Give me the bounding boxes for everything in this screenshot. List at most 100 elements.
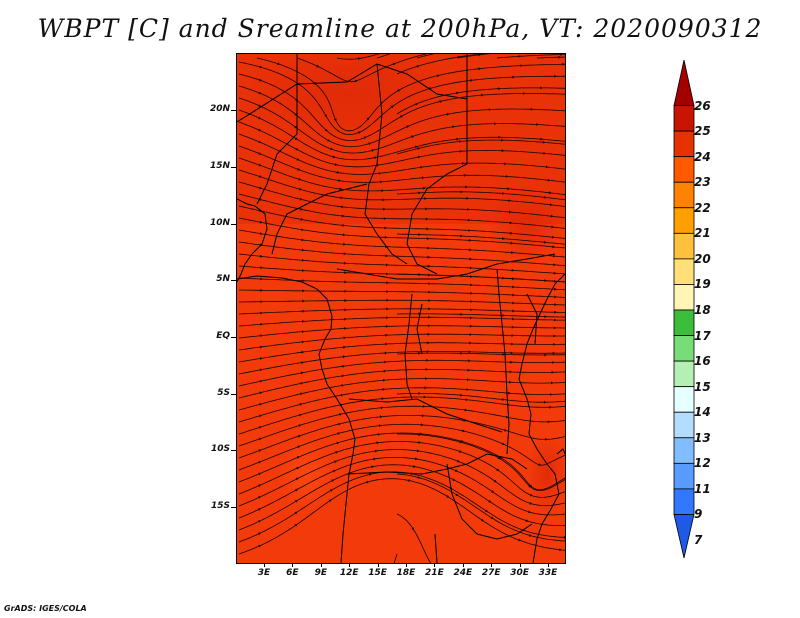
streamline-arrow <box>454 469 458 472</box>
streamline-arrow <box>377 433 381 436</box>
border-drc-east <box>496 268 510 455</box>
streamline-arrow <box>386 281 389 285</box>
streamline-arrow <box>452 125 455 129</box>
streamline-arrow <box>469 257 473 261</box>
streamline-arrow <box>378 424 382 428</box>
streamline-arrow <box>414 145 418 149</box>
colorbar-label: 15 <box>694 379 711 394</box>
streamline-arrow <box>512 75 515 79</box>
streamline-arrow <box>411 527 414 531</box>
colorbar-swatch <box>673 130 695 158</box>
map-title: WBPT [C] and Sreamline at 200hPa, VT: 20… <box>37 14 763 43</box>
streamline-arrow <box>383 378 386 382</box>
border-namibia <box>346 463 468 475</box>
streamline-arrow <box>460 234 463 238</box>
streamline-arrow <box>298 177 302 181</box>
streamline-arrow <box>300 371 304 375</box>
colorbar-label: 9 <box>694 507 703 522</box>
border-sudan <box>406 54 468 275</box>
streamline-arrow <box>501 149 505 153</box>
streamline-arrow <box>418 351 421 355</box>
streamline-arrow <box>259 414 262 418</box>
streamline-arrow <box>328 499 332 503</box>
wbpt-field-25c <box>527 434 565 514</box>
streamline-arrow <box>376 441 380 445</box>
streamline-arrow <box>302 309 305 313</box>
streamline-arrow <box>452 478 456 481</box>
streamline-arrow <box>324 114 327 118</box>
streamline-arrow <box>258 472 262 476</box>
streamline-arrow <box>258 508 261 511</box>
streamline-arrow <box>296 456 300 459</box>
colorbar-swatch <box>673 232 695 260</box>
streamline-arrow <box>425 367 429 371</box>
streamline-arrow <box>456 137 460 141</box>
streamline-arrow <box>467 368 471 372</box>
streamline-arrow <box>554 303 557 306</box>
streamline-arrow <box>488 499 492 503</box>
streamline-arrow <box>258 449 262 452</box>
streamline-arrow <box>259 357 263 360</box>
streamline-arrow <box>376 163 380 167</box>
streamline <box>256 57 565 132</box>
streamline <box>238 205 565 239</box>
streamline-arrow <box>258 175 262 178</box>
lat-tick-label: 10N <box>209 218 230 228</box>
streamline-arrow <box>299 187 302 191</box>
lon-tick-label: 21E <box>425 568 444 578</box>
colorbar-label: 25 <box>694 124 711 139</box>
border-zambia <box>466 453 528 470</box>
streamline-arrow <box>427 324 431 328</box>
streamline-arrow <box>469 333 473 336</box>
streamlines <box>238 54 565 563</box>
streamline-arrow <box>258 496 261 499</box>
streamline-arrow <box>465 398 469 401</box>
lat-tick-mark <box>231 507 236 508</box>
streamline-arrow <box>343 242 346 246</box>
streamline-arrow <box>384 351 388 355</box>
lon-tick-label: 18E <box>396 568 416 578</box>
streamline-arrow <box>540 86 543 90</box>
streamline-arrow <box>469 266 473 270</box>
streamline-arrow <box>549 405 552 409</box>
streamline-arrow <box>371 465 375 469</box>
colorbar-label: 26 <box>694 98 711 113</box>
streamline-arrow <box>510 231 513 235</box>
streamline-arrow <box>493 479 497 483</box>
streamline-arrow <box>505 415 509 419</box>
streamline-arrow <box>512 317 515 321</box>
streamline-arrow <box>520 64 523 67</box>
streamline-map <box>237 54 565 563</box>
streamline-arrow <box>302 299 305 303</box>
streamline-arrow <box>457 459 461 463</box>
streamline-arrow <box>384 226 387 230</box>
streamline-arrow <box>373 457 376 461</box>
coastline-east-africa <box>518 273 565 563</box>
streamline-arrow <box>411 135 415 139</box>
lat-tick-mark <box>231 110 236 111</box>
streamline <box>396 393 565 403</box>
streamline-arrow <box>511 325 515 329</box>
streamline-arrow <box>553 271 557 275</box>
colorbar-label: 24 <box>694 149 711 164</box>
streamline-arrow <box>446 495 450 498</box>
streamline <box>396 273 565 283</box>
streamline-arrow <box>301 340 305 344</box>
streamline-arrow <box>502 237 505 240</box>
streamline-arrow <box>554 310 557 314</box>
streamline-arrow <box>418 233 421 236</box>
streamline-arrow <box>502 276 505 280</box>
streamline-arrow <box>330 489 333 492</box>
streamline-arrow <box>550 214 554 218</box>
lon-tick-mark <box>349 563 351 567</box>
streamline-arrow <box>509 370 513 374</box>
streamline <box>238 432 565 491</box>
streamline-arrow <box>511 268 515 272</box>
streamline-arrow <box>383 369 387 373</box>
streamline-arrow <box>258 484 262 488</box>
streamline-arrow <box>502 353 505 356</box>
streamline-arrow <box>504 428 507 432</box>
streamline-arrow <box>358 57 361 60</box>
streamline-arrow <box>459 150 463 153</box>
coastlines-borders <box>237 54 565 563</box>
